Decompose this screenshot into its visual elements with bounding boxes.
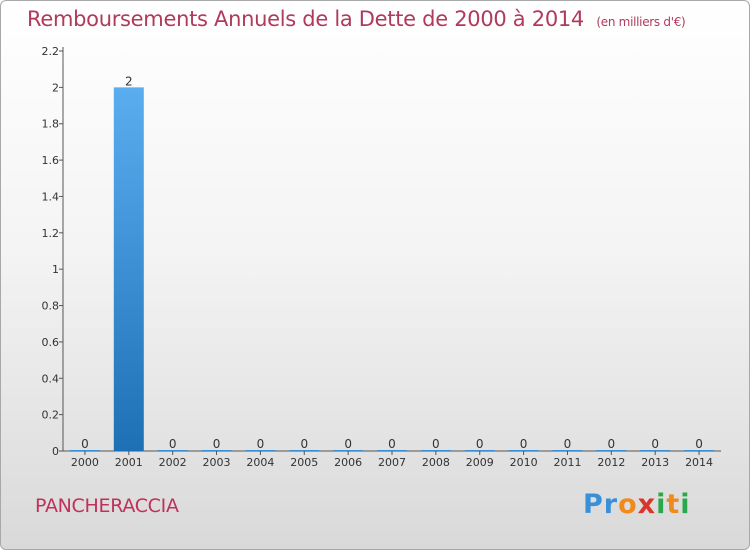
chart-title-text: Remboursements Annuels de la Dette de 20… — [27, 7, 584, 31]
x-tick-label: 2002 — [159, 456, 187, 469]
commune-name: PANCHERACCIA — [35, 495, 179, 517]
data-label-2011: 0 — [564, 437, 572, 451]
data-label-2004: 0 — [257, 437, 265, 451]
bar-2004 — [245, 450, 276, 451]
data-label-2003: 0 — [213, 437, 221, 451]
bar-2010 — [508, 450, 539, 451]
y-tick-label: 1 — [52, 263, 59, 276]
bar-2002 — [157, 450, 188, 451]
y-tick-label: 1.8 — [42, 118, 60, 131]
chart-bars — [69, 87, 715, 451]
x-tick-label: 2005 — [290, 456, 318, 469]
bar-2014 — [684, 450, 715, 451]
x-tick-label: 2007 — [378, 456, 406, 469]
data-label-2001: 2 — [125, 74, 133, 88]
y-tick-label: 0.6 — [42, 336, 60, 349]
y-tick-label: 2.2 — [42, 45, 60, 58]
bar-2001 — [113, 87, 144, 451]
x-tick-label: 2004 — [246, 456, 274, 469]
x-tick-label: 2003 — [203, 456, 231, 469]
data-label-2012: 0 — [608, 437, 616, 451]
data-label-2009: 0 — [476, 437, 484, 451]
chart-labels: 2000 0 2001 2 2002 0 2003 0 2004 0 2005 0 2006 0 2007 0… — [71, 74, 713, 469]
x-tick-label: 2009 — [466, 456, 494, 469]
y-tick-label: 0.4 — [42, 372, 60, 385]
bar-2003 — [201, 450, 232, 451]
y-tick-label: 1.2 — [42, 227, 60, 240]
x-tick-label: 2010 — [510, 456, 538, 469]
y-tick-label: 0.8 — [42, 300, 60, 313]
y-tick-label: 1.6 — [42, 154, 60, 167]
bar-2007 — [377, 450, 407, 451]
data-label-2002: 0 — [169, 437, 177, 451]
proxiti-logo: Proxiti — [583, 489, 691, 520]
data-label-2008: 0 — [432, 437, 440, 451]
x-tick-label: 2006 — [334, 456, 362, 469]
x-tick-label: 2001 — [115, 456, 143, 469]
y-tick-label: 0.2 — [42, 409, 60, 422]
y-tick-label: 0 — [52, 445, 59, 458]
y-tick-label: 2 — [52, 81, 59, 94]
data-label-2013: 0 — [651, 437, 659, 451]
bar-2006 — [333, 450, 364, 451]
x-tick-label: 2011 — [553, 456, 581, 469]
x-tick-label: 2012 — [597, 456, 625, 469]
chart-axes: 0 0.2 0.4 0.6 0.8 1 1.2 1.4 1.6 1.8 2 2.2 — [42, 45, 721, 458]
x-tick-label: 2013 — [641, 456, 669, 469]
bar-2008 — [420, 450, 451, 451]
data-label-2010: 0 — [520, 437, 528, 451]
bar-2005 — [289, 450, 320, 451]
x-tick-label: 2008 — [422, 456, 450, 469]
chart-subtitle: (en milliers d'€) — [596, 15, 686, 29]
x-tick-label: 2014 — [685, 456, 713, 469]
bar-2011 — [552, 450, 583, 451]
data-label-2006: 0 — [344, 437, 352, 451]
x-tick-label: 2000 — [71, 456, 99, 469]
bar-2009 — [464, 450, 495, 451]
bar-2013 — [640, 450, 671, 451]
y-tick-label: 1.4 — [42, 190, 60, 203]
data-label-2014: 0 — [695, 437, 703, 451]
chart-title: Remboursements Annuels de la Dette de 20… — [27, 7, 686, 31]
bar-2000 — [69, 450, 100, 451]
data-label-2000: 0 — [81, 437, 89, 451]
data-label-2007: 0 — [388, 437, 396, 451]
data-label-2005: 0 — [300, 437, 308, 451]
bar-2012 — [596, 450, 627, 451]
